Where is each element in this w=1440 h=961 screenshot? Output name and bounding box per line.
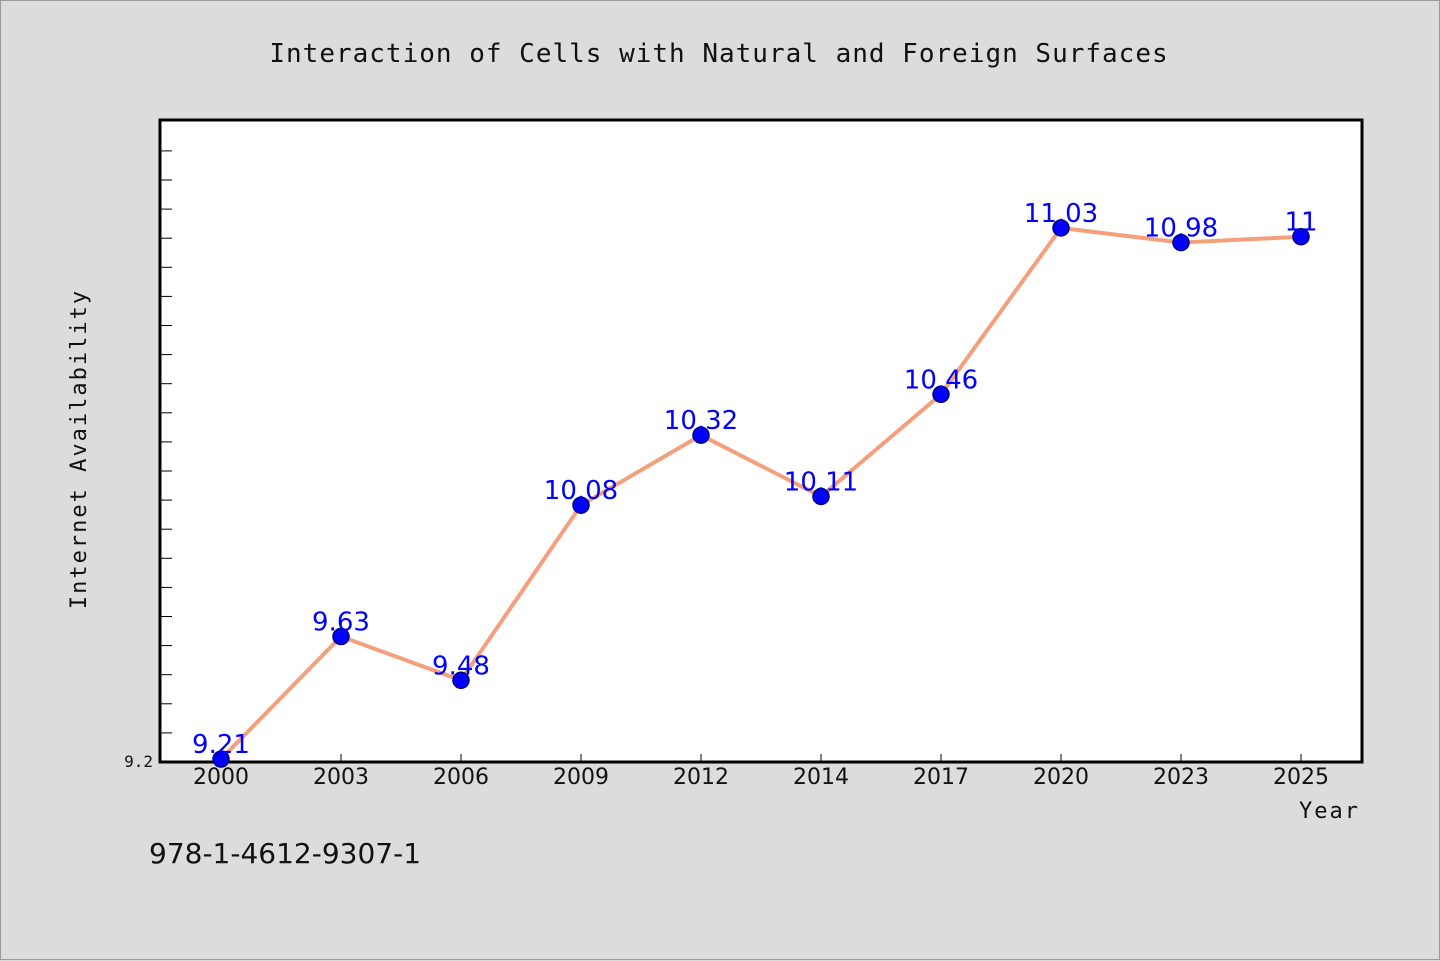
data-label: 10.98 — [1144, 214, 1218, 244]
data-label: 11.03 — [1024, 199, 1098, 229]
data-label: 10.08 — [544, 476, 618, 506]
data-label: 9.48 — [432, 651, 490, 681]
series-layer — [212, 219, 1310, 768]
data-point — [1292, 227, 1310, 246]
data-point — [932, 385, 950, 404]
x-tick-label: 2012 — [673, 765, 729, 790]
x-tick-label: 2000 — [193, 765, 249, 790]
data-label: 10.11 — [784, 467, 858, 497]
data-label: 9.21 — [192, 730, 250, 760]
x-axis-label: Year — [1299, 799, 1360, 824]
x-tick-label: 2006 — [433, 765, 489, 790]
x-tick-label: 2009 — [553, 765, 609, 790]
y-axis-label: Internet Availability — [67, 289, 92, 609]
series-line — [219, 225, 1302, 761]
y-tick-label: 9.2 — [124, 752, 153, 771]
x-tick-label: 2017 — [913, 765, 969, 790]
data-label: 9.63 — [312, 608, 370, 638]
x-tick-label: 2023 — [1153, 765, 1209, 790]
plot-area — [158, 118, 1364, 764]
data-point — [1172, 233, 1190, 252]
x-tick-label: 2014 — [793, 765, 849, 790]
data-label: 10.46 — [904, 365, 978, 395]
data-point — [1052, 219, 1070, 237]
y-axis-ticks — [160, 150, 172, 734]
x-tick-label: 2020 — [1033, 765, 1089, 790]
footer-code: 978-1-4612-9307-1 — [149, 837, 421, 870]
x-tick-label: 2025 — [1273, 765, 1329, 790]
x-axis-ticks: 2000 2003 2006 2009 2012 2014 2017 2020 2023 2025 — [193, 754, 1329, 790]
chart-title: Interaction of Cells with Natural and Fo… — [269, 39, 1168, 69]
data-point — [452, 671, 470, 690]
x-tick-label: 2003 — [313, 765, 369, 790]
data-labels: 9.21 9.63 9.48 10.08 10.32 10.11 10.46 11.03 10.… — [192, 199, 1317, 760]
data-label: 11 — [1284, 208, 1317, 238]
data-label: 10.32 — [664, 406, 738, 436]
data-point — [212, 750, 230, 768]
data-point — [572, 496, 590, 514]
data-point — [332, 627, 350, 646]
data-point — [692, 426, 710, 444]
data-point — [812, 487, 830, 506]
